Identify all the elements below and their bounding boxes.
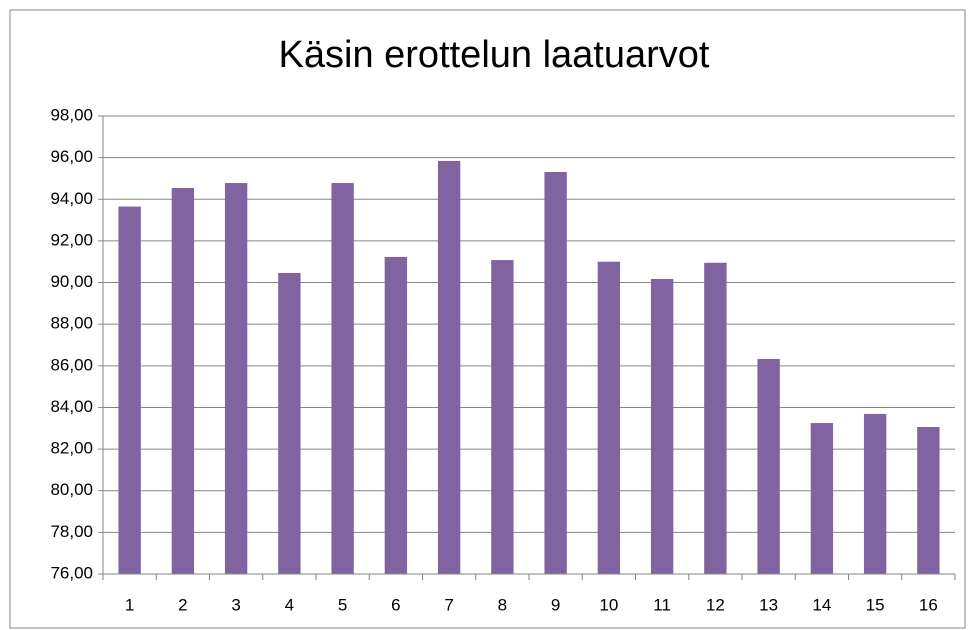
- x-tick-label: 16: [919, 595, 938, 614]
- y-tick-label: 94,00: [50, 189, 93, 208]
- x-tick-label: 1: [125, 595, 134, 614]
- bar: [917, 427, 940, 574]
- y-tick-label: 92,00: [50, 230, 93, 249]
- x-tick-label: 7: [444, 595, 453, 614]
- x-tick-label: 6: [391, 595, 400, 614]
- y-tick-label: 90,00: [50, 272, 93, 291]
- chart-frame: [9, 9, 966, 629]
- chart-title: Käsin erottelun laatuarvot: [279, 34, 710, 76]
- x-tick-label: 5: [338, 595, 347, 614]
- bar: [224, 183, 248, 574]
- bar: [331, 183, 354, 574]
- x-tick-label: 9: [551, 595, 560, 614]
- x-tick-label: 10: [599, 595, 618, 614]
- bar: [597, 261, 621, 574]
- y-tick-label: 84,00: [50, 397, 93, 416]
- y-tick-label: 76,00: [50, 563, 93, 582]
- bar: [278, 272, 301, 574]
- bar: [704, 262, 727, 574]
- bar: [171, 188, 195, 574]
- bar: [757, 358, 780, 574]
- x-tick-label: 12: [706, 595, 725, 614]
- bar: [384, 256, 408, 574]
- bar: [810, 423, 834, 574]
- bar: [650, 279, 674, 574]
- x-tick-label: 14: [812, 595, 831, 614]
- y-tick-label: 78,00: [50, 522, 93, 541]
- x-tick-label: 2: [178, 595, 187, 614]
- x-tick-label: 8: [498, 595, 507, 614]
- y-tick-label: 98,00: [50, 105, 93, 124]
- bar: [863, 413, 887, 574]
- y-tick-label: 88,00: [50, 314, 93, 333]
- y-tick-label: 96,00: [50, 147, 93, 166]
- x-tick-label: 4: [285, 595, 294, 614]
- x-tick-label: 13: [759, 595, 778, 614]
- bar: [118, 206, 141, 575]
- y-tick-label: 86,00: [50, 355, 93, 374]
- bar: [437, 160, 461, 574]
- y-tick-label: 80,00: [50, 480, 93, 499]
- x-tick-label: 15: [866, 595, 885, 614]
- bar: [544, 172, 567, 574]
- y-tick-label: 82,00: [50, 439, 93, 458]
- bar: [491, 260, 514, 574]
- x-tick-label: 3: [231, 595, 240, 614]
- x-tick-label: 11: [653, 595, 671, 614]
